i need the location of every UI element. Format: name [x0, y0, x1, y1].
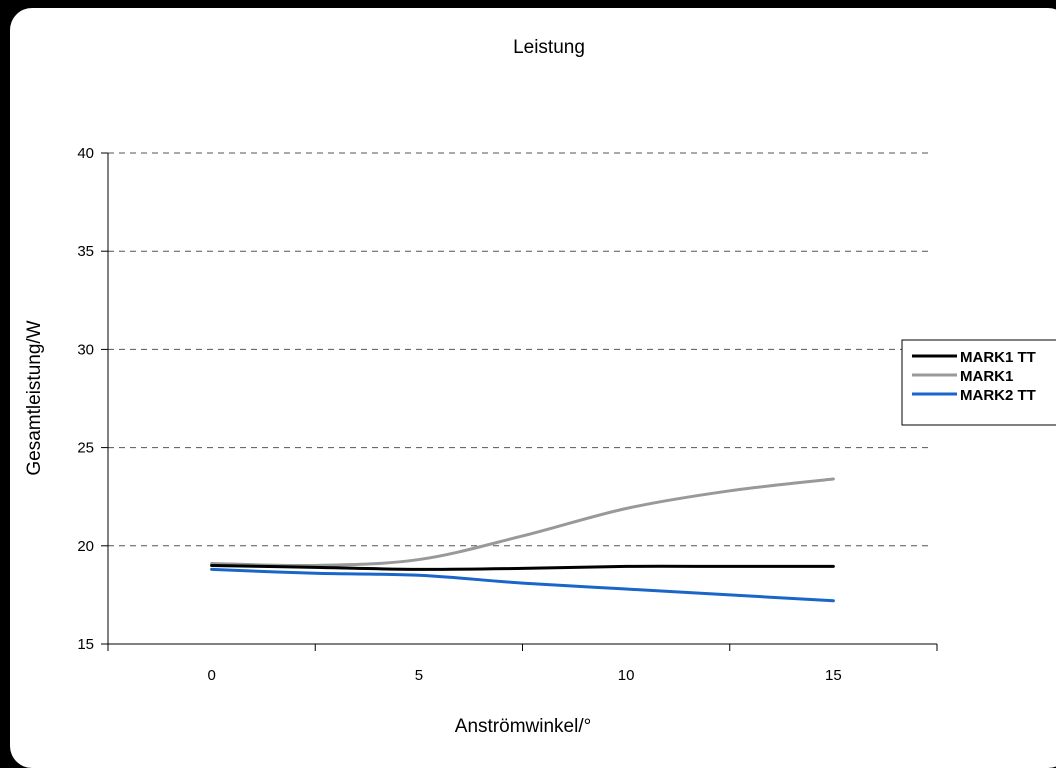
- legend-label-mark1: MARK1: [960, 368, 1013, 385]
- x-axis-title: Anströmwinkel/°: [455, 716, 591, 737]
- y-tick-label: 30: [77, 341, 94, 358]
- series-line-mark1-tt: [210, 563, 835, 571]
- axes: 15 20 25 30 35 40 0 5 10 15: [77, 145, 938, 684]
- x-tick-label: 15: [825, 667, 842, 684]
- x-tick-label: 10: [618, 667, 635, 684]
- series-line-mark1: [210, 477, 835, 568]
- x-tick-label: 5: [415, 667, 423, 684]
- x-tick-label: 0: [207, 667, 215, 684]
- line-chart: Leistung 15 20 25 30 35 40 0 5 10 15 Anströmwinke…: [24, 37, 1056, 737]
- series-line-mark2-tt: [210, 567, 835, 603]
- chart-title: Leistung: [513, 37, 585, 58]
- chart-frame: [10, 8, 1056, 768]
- gridlines: [108, 152, 930, 547]
- legend-label-mark1-tt: MARK1 TT: [960, 349, 1036, 366]
- y-tick-label: 40: [77, 145, 94, 162]
- series-lines: [210, 477, 835, 603]
- legend-box: [901, 339, 1056, 426]
- y-tick-label: 25: [77, 440, 94, 457]
- legend: MARK1 TT MARK1 MARK2 TT: [901, 339, 1056, 426]
- y-tick-label: 15: [77, 636, 94, 653]
- y-tick-label: 20: [77, 538, 94, 555]
- y-axis-title: Gesamtleistung/W: [24, 320, 45, 475]
- y-tick-label: 35: [77, 243, 94, 260]
- legend-label-mark2-tt: MARK2 TT: [960, 387, 1036, 404]
